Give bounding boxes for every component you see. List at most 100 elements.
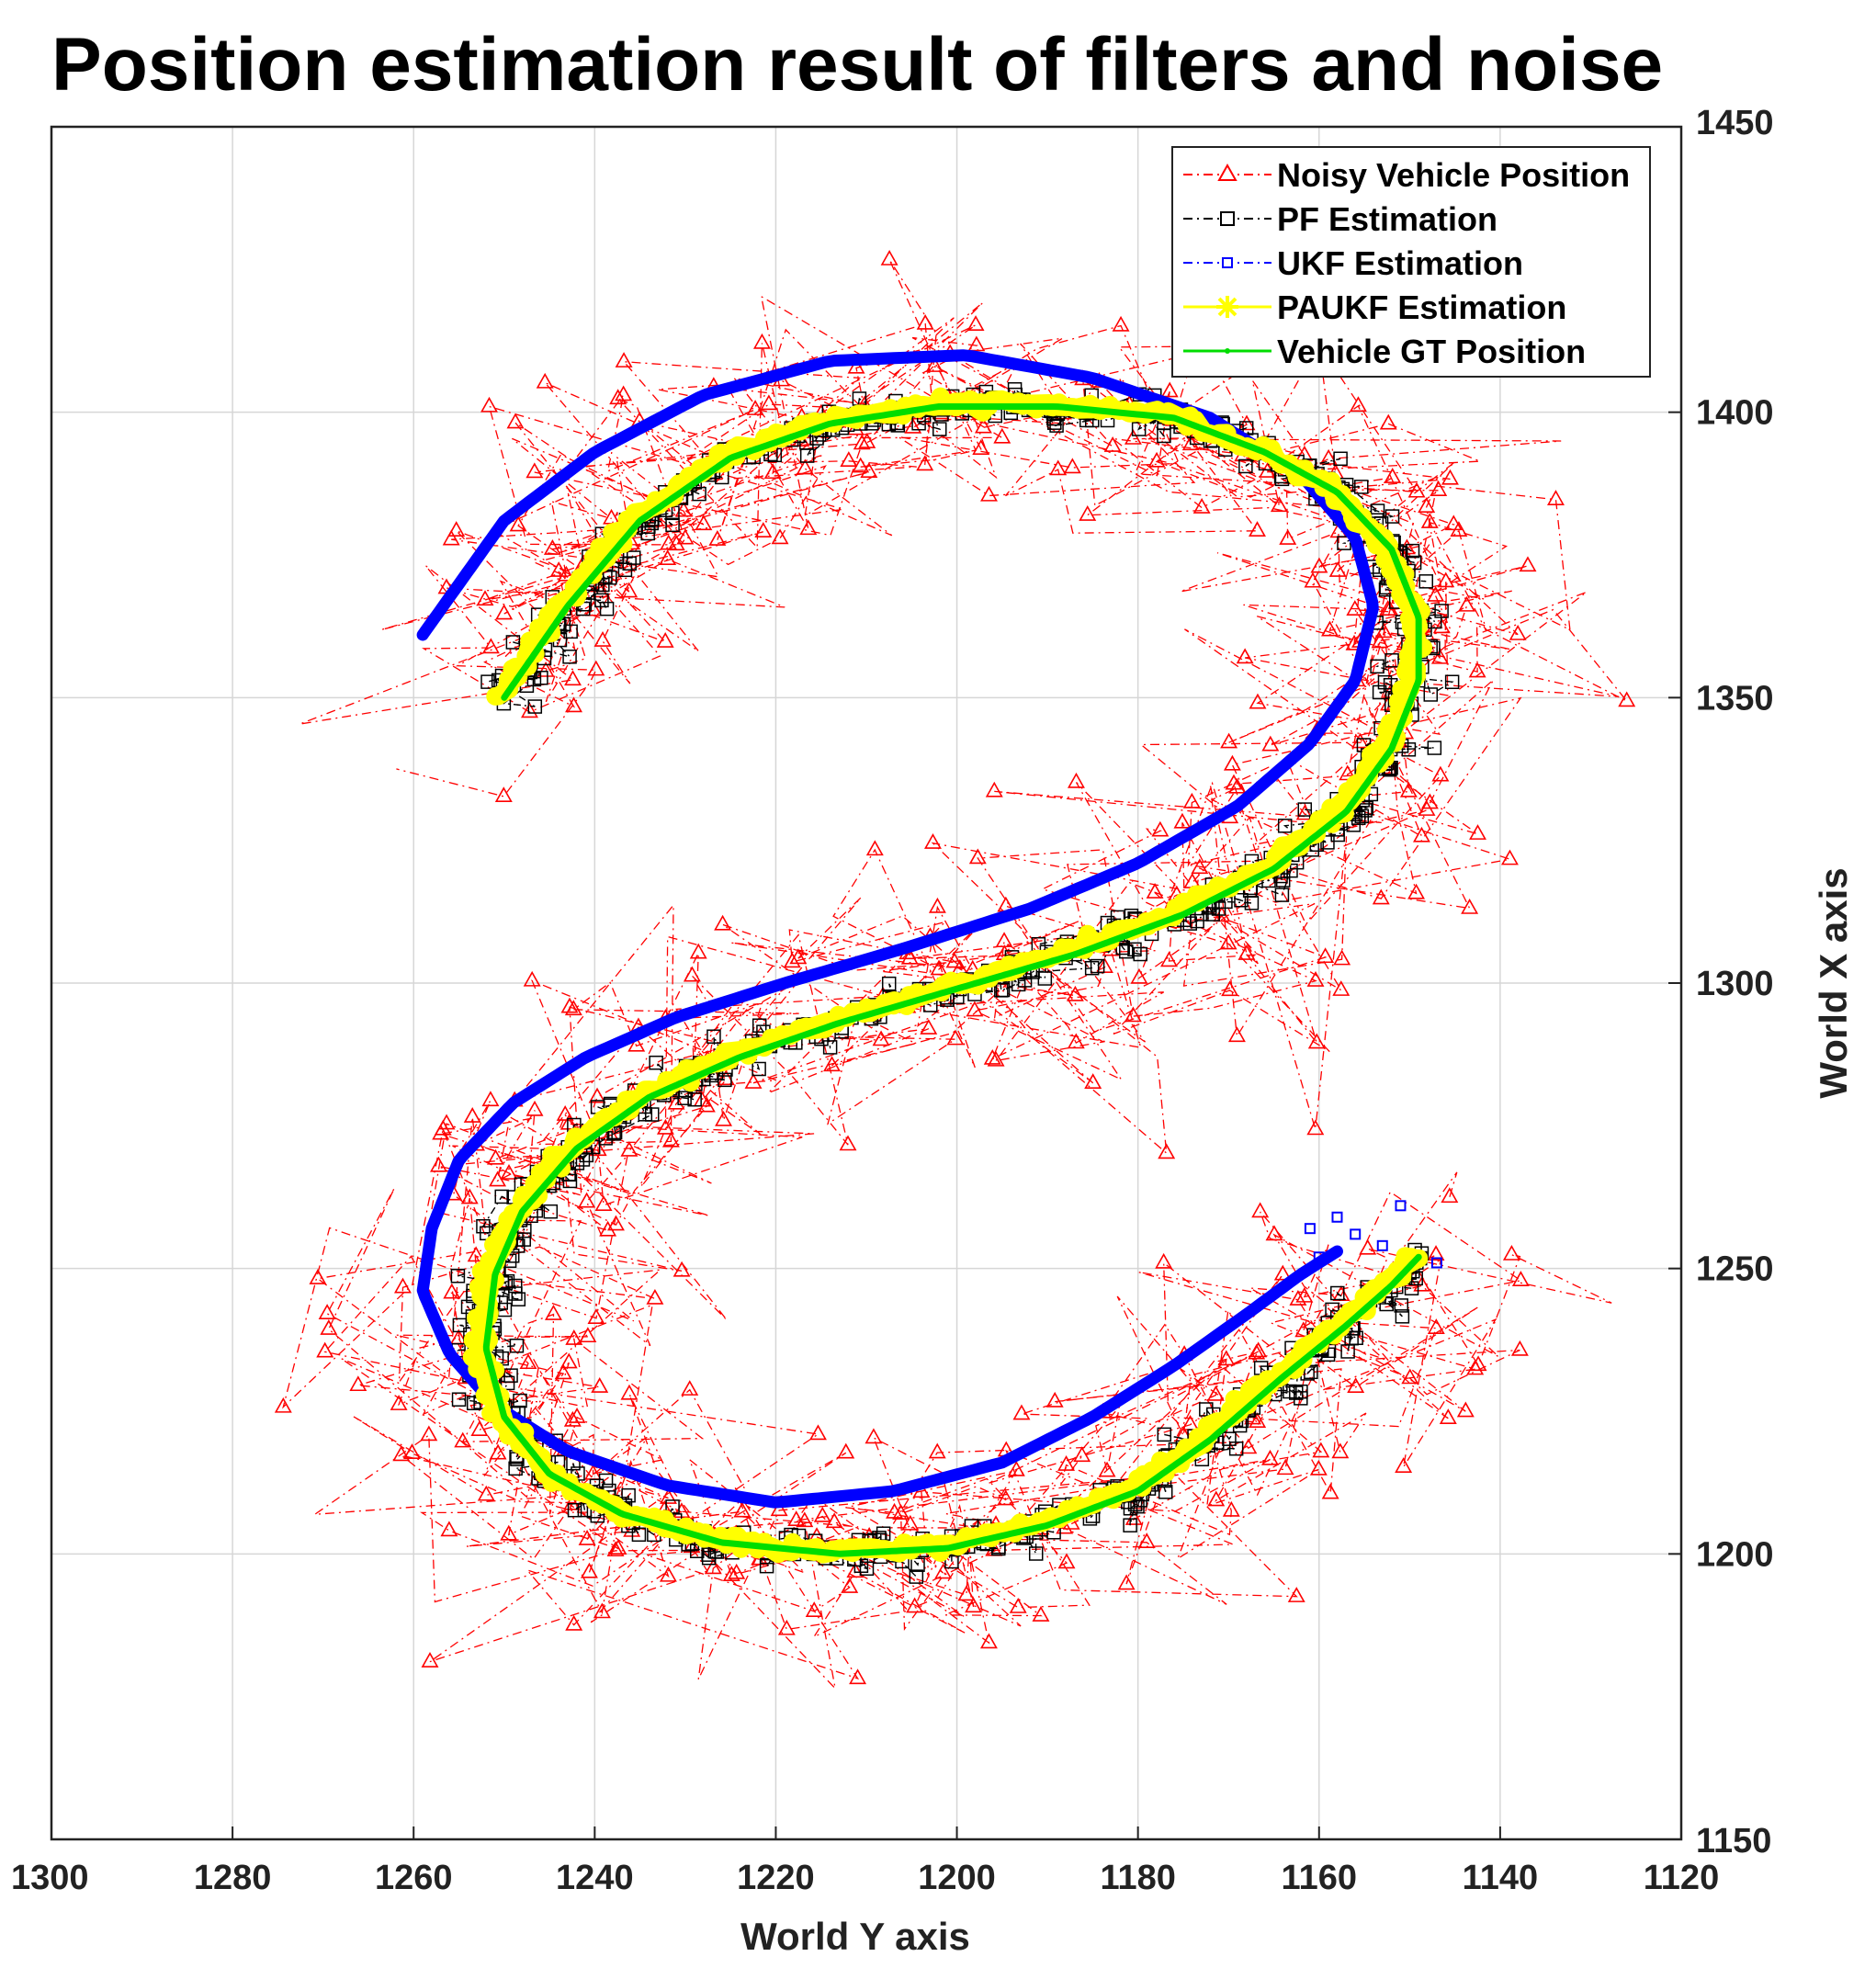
y-tick-label: 1200 <box>1696 1535 1774 1574</box>
noisy-position-point <box>754 522 773 537</box>
noisy-position-point <box>560 997 579 1013</box>
noisy-position-point <box>771 528 789 545</box>
noisy-position-point <box>627 1035 646 1052</box>
noisy-position-point <box>1347 1377 1365 1393</box>
noisy-position-point <box>349 1375 367 1392</box>
noisy-position-point <box>481 1091 500 1107</box>
noisy-position-point <box>841 1578 859 1593</box>
pf-estimation-point <box>665 1499 680 1514</box>
noisy-position-point <box>1158 1143 1176 1159</box>
pf-estimation-point <box>909 1569 924 1584</box>
noisy-position-point <box>500 1163 518 1180</box>
noisy-position-point <box>1321 620 1339 637</box>
noisy-position-point <box>1239 1438 1258 1454</box>
legend-marker <box>1220 211 1235 226</box>
noisy-position-point <box>1509 624 1527 640</box>
ukf-estimation-point <box>1331 1211 1343 1223</box>
noisy-position-point <box>1103 436 1122 452</box>
pf-estimation-point <box>1384 509 1400 524</box>
pf-estimation-point <box>1157 428 1171 444</box>
noisy-position-point <box>579 1327 597 1343</box>
noisy-position-point <box>1469 1355 1487 1372</box>
x-tick-label: 1200 <box>918 1859 996 1897</box>
pf-estimation-point <box>595 577 610 593</box>
noisy-position-point <box>1333 949 1351 966</box>
y-tick-label: 1250 <box>1696 1250 1774 1289</box>
noisy-position-point <box>599 1220 617 1237</box>
noisy-position-point <box>1444 515 1463 531</box>
noisy-position-point <box>728 1563 746 1579</box>
noisy-position-point <box>609 389 627 405</box>
noisy-position-point <box>916 455 934 471</box>
noisy-position-point <box>620 1384 639 1400</box>
noisy-position-point <box>554 1363 572 1380</box>
noisy-position-point <box>1012 1404 1031 1420</box>
pf-estimation-point <box>1354 480 1369 494</box>
legend-marker <box>1225 348 1230 354</box>
noisy-position-point <box>1124 1006 1142 1023</box>
noisy-position-point <box>676 528 695 545</box>
noisy-position-point <box>274 1397 292 1413</box>
legend-label: UKF Estimation <box>1277 244 1523 282</box>
legend-label: Vehicle GT Position <box>1277 333 1586 370</box>
pf-estimation-point <box>687 1091 702 1107</box>
noisy-position-point <box>928 897 946 913</box>
noisy-position-point <box>1084 1073 1102 1090</box>
noisy-position-point <box>316 1341 334 1358</box>
pf-estimation-point <box>638 1107 653 1122</box>
ukf-estimation-point <box>1304 1223 1316 1235</box>
noisy-position-point <box>1130 967 1148 984</box>
noisy-position-point <box>565 1614 583 1631</box>
noisy-position-point <box>972 439 990 455</box>
pf-estimation-point <box>460 1299 476 1315</box>
noisy-position-point <box>813 1506 831 1522</box>
noisy-position-point <box>1236 648 1254 664</box>
pf-estimation-point <box>1115 940 1130 956</box>
noisy-position-point <box>1249 1412 1267 1429</box>
pf-estimation-point <box>577 1502 593 1518</box>
noisy-position-point <box>1045 1391 1064 1408</box>
noisy-position-point <box>1057 1553 1076 1569</box>
noisy-position-point <box>1331 1442 1350 1459</box>
noisy-position-point <box>1251 1202 1270 1218</box>
noisy-position-point <box>1287 1587 1305 1602</box>
noisy-position-point <box>681 1380 699 1396</box>
noisy-position-point <box>1407 883 1426 899</box>
noisy-position-point <box>447 521 466 537</box>
noisy-position-point <box>808 1424 827 1441</box>
noisy-position-point <box>1009 1597 1027 1613</box>
noisy-position-point <box>318 1304 336 1319</box>
noisy-position-point <box>1395 1457 1413 1473</box>
noisy-position-point <box>1223 754 1241 771</box>
pf-estimation-point <box>1418 574 1434 589</box>
noisy-position-point <box>1618 691 1636 707</box>
noisy-position-point <box>860 462 878 478</box>
noisy-position-point <box>1359 1238 1377 1255</box>
noisy-position-point <box>715 1110 733 1126</box>
noisy-position-point <box>770 1500 788 1517</box>
pf-estimation-point <box>1047 415 1062 430</box>
noisy-position-point <box>1371 632 1389 649</box>
noisy-position-point <box>930 959 948 976</box>
noisy-position-point <box>916 313 934 330</box>
noisy-position-point <box>1261 1449 1279 1465</box>
noisy-position-point <box>646 1288 664 1305</box>
noisy-position-point <box>1221 980 1239 997</box>
pf-estimation-point <box>513 1393 527 1408</box>
noisy-position-point <box>1032 1605 1050 1622</box>
noisy-position-point <box>667 535 685 551</box>
pf-estimation-point <box>508 1461 523 1476</box>
noisy-position-point <box>966 1001 984 1017</box>
pf-estimation-point <box>1133 946 1147 962</box>
noisy-position-point <box>607 1215 625 1231</box>
noisy-position-point <box>1310 557 1328 573</box>
y-tick-label: 1400 <box>1696 394 1774 433</box>
noisy-position-point <box>901 1514 920 1531</box>
noisy-position-point <box>1546 490 1565 505</box>
noisy-position-point <box>1248 1343 1266 1360</box>
noisy-position-point <box>1384 468 1402 483</box>
noisy-position-point <box>980 485 998 502</box>
pf-estimation-point <box>599 601 615 616</box>
noisy-position-point <box>1270 496 1288 513</box>
pf-estimation-point <box>1330 1285 1345 1301</box>
